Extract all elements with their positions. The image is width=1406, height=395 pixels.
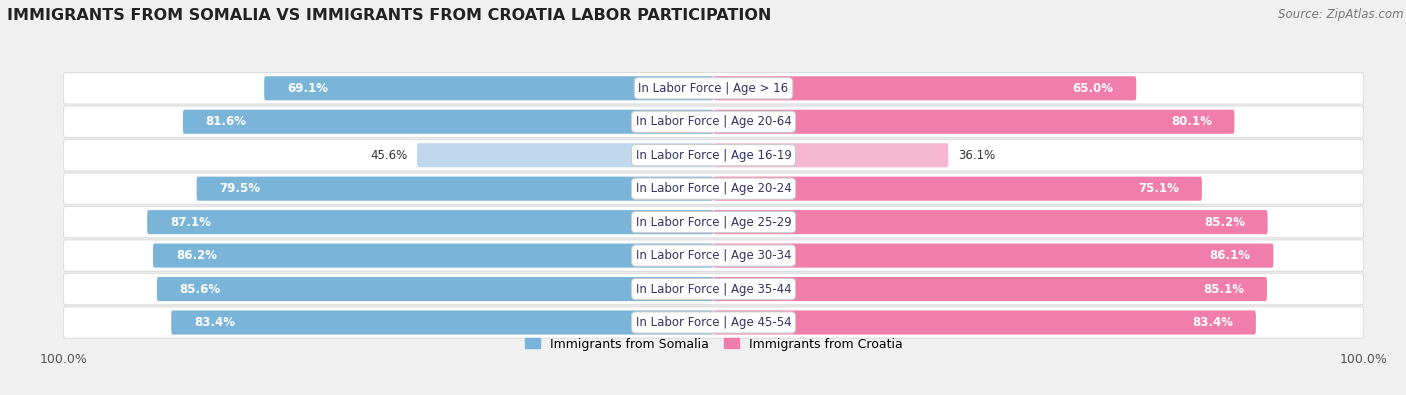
Text: 80.1%: 80.1%	[1171, 115, 1212, 128]
Text: 65.0%: 65.0%	[1073, 82, 1114, 95]
FancyBboxPatch shape	[148, 210, 713, 234]
FancyBboxPatch shape	[713, 110, 1234, 134]
FancyBboxPatch shape	[418, 143, 713, 167]
FancyBboxPatch shape	[63, 139, 1364, 171]
Text: In Labor Force | Age 20-64: In Labor Force | Age 20-64	[636, 115, 792, 128]
Text: Source: ZipAtlas.com: Source: ZipAtlas.com	[1278, 8, 1403, 21]
Text: In Labor Force | Age > 16: In Labor Force | Age > 16	[638, 82, 789, 95]
Text: In Labor Force | Age 20-24: In Labor Force | Age 20-24	[636, 182, 792, 195]
Text: 87.1%: 87.1%	[170, 216, 211, 229]
FancyBboxPatch shape	[197, 177, 713, 201]
FancyBboxPatch shape	[183, 110, 713, 134]
FancyBboxPatch shape	[713, 210, 1268, 234]
FancyBboxPatch shape	[713, 143, 948, 167]
FancyBboxPatch shape	[713, 310, 1256, 335]
Legend: Immigrants from Somalia, Immigrants from Croatia: Immigrants from Somalia, Immigrants from…	[520, 333, 907, 356]
Text: 36.1%: 36.1%	[957, 149, 995, 162]
FancyBboxPatch shape	[713, 76, 1136, 100]
Text: 75.1%: 75.1%	[1139, 182, 1180, 195]
FancyBboxPatch shape	[63, 173, 1364, 204]
Text: 69.1%: 69.1%	[287, 82, 328, 95]
FancyBboxPatch shape	[713, 277, 1267, 301]
FancyBboxPatch shape	[713, 177, 1202, 201]
FancyBboxPatch shape	[63, 240, 1364, 271]
FancyBboxPatch shape	[63, 207, 1364, 238]
FancyBboxPatch shape	[63, 106, 1364, 137]
Text: 79.5%: 79.5%	[219, 182, 260, 195]
FancyBboxPatch shape	[172, 310, 713, 335]
Text: 81.6%: 81.6%	[205, 115, 246, 128]
Text: 83.4%: 83.4%	[194, 316, 235, 329]
Text: IMMIGRANTS FROM SOMALIA VS IMMIGRANTS FROM CROATIA LABOR PARTICIPATION: IMMIGRANTS FROM SOMALIA VS IMMIGRANTS FR…	[7, 8, 772, 23]
Text: 83.4%: 83.4%	[1192, 316, 1233, 329]
FancyBboxPatch shape	[63, 73, 1364, 104]
Text: 86.2%: 86.2%	[176, 249, 217, 262]
Text: 45.6%: 45.6%	[370, 149, 408, 162]
Text: In Labor Force | Age 45-54: In Labor Force | Age 45-54	[636, 316, 792, 329]
Text: In Labor Force | Age 16-19: In Labor Force | Age 16-19	[636, 149, 792, 162]
Text: 86.1%: 86.1%	[1209, 249, 1251, 262]
FancyBboxPatch shape	[153, 244, 713, 268]
Text: 85.6%: 85.6%	[180, 282, 221, 295]
FancyBboxPatch shape	[264, 76, 713, 100]
FancyBboxPatch shape	[63, 273, 1364, 305]
Text: In Labor Force | Age 30-34: In Labor Force | Age 30-34	[636, 249, 792, 262]
FancyBboxPatch shape	[157, 277, 713, 301]
Text: 85.2%: 85.2%	[1204, 216, 1244, 229]
Text: In Labor Force | Age 35-44: In Labor Force | Age 35-44	[636, 282, 792, 295]
Text: 85.1%: 85.1%	[1204, 282, 1244, 295]
Text: In Labor Force | Age 25-29: In Labor Force | Age 25-29	[636, 216, 792, 229]
FancyBboxPatch shape	[63, 307, 1364, 338]
FancyBboxPatch shape	[713, 244, 1274, 268]
